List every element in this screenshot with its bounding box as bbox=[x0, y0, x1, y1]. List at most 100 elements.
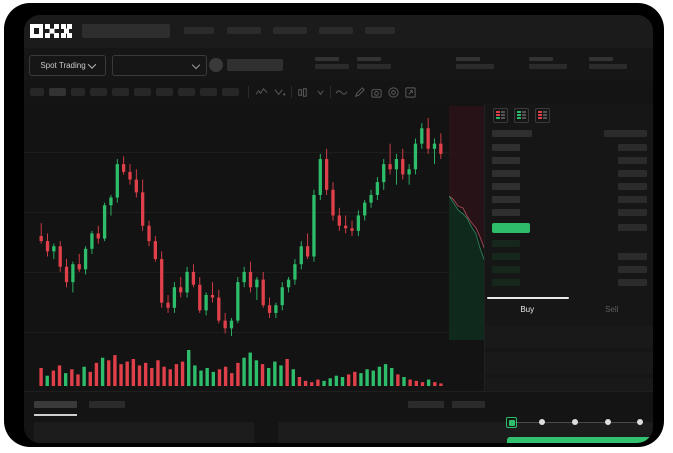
fullscreen-icon[interactable] bbox=[404, 86, 417, 99]
current-price-amount bbox=[618, 224, 647, 231]
nav-item-3[interactable] bbox=[273, 27, 307, 34]
trading-pair-select[interactable] bbox=[112, 55, 207, 76]
stat-block-2 bbox=[357, 57, 391, 69]
timeframe-3[interactable] bbox=[71, 88, 85, 96]
stat-value bbox=[315, 64, 349, 69]
stat-label bbox=[357, 57, 381, 61]
bottom-tab-1[interactable] bbox=[34, 401, 77, 408]
pencil-icon[interactable] bbox=[353, 86, 366, 99]
bottom-action-1[interactable] bbox=[408, 401, 444, 408]
okx-logo[interactable] bbox=[30, 24, 72, 38]
stepper-node-2[interactable] bbox=[539, 418, 545, 425]
chevron-down-icon bbox=[191, 60, 201, 70]
bottom-panel bbox=[24, 391, 653, 443]
camera-icon[interactable] bbox=[370, 86, 383, 99]
nav-item-4[interactable] bbox=[319, 27, 353, 34]
stat-block-5 bbox=[589, 57, 627, 69]
stat-label bbox=[529, 57, 553, 61]
bottom-tab-2[interactable] bbox=[89, 401, 125, 408]
ask-row-price[interactable] bbox=[492, 144, 520, 151]
ask-row-price[interactable] bbox=[492, 209, 520, 216]
chevron-down-icon[interactable] bbox=[314, 86, 327, 99]
stat-block-4 bbox=[529, 57, 567, 69]
bid-row-amount bbox=[618, 279, 647, 286]
timeframe-4[interactable] bbox=[90, 88, 107, 96]
market-subheader: Spot Trading bbox=[24, 48, 653, 81]
ask-row-price[interactable] bbox=[492, 170, 520, 177]
nav-item-2[interactable] bbox=[227, 27, 261, 34]
orderbook-header-amount bbox=[604, 130, 647, 137]
bid-row-price[interactable] bbox=[492, 279, 520, 286]
tab-buy[interactable]: Buy bbox=[485, 297, 570, 321]
nav-item-5[interactable] bbox=[365, 27, 395, 34]
bid-row-price[interactable] bbox=[492, 240, 520, 247]
top-navigation-bar bbox=[24, 15, 653, 48]
bid-row-amount bbox=[618, 266, 647, 273]
current-price-row bbox=[492, 223, 530, 233]
stepper-node-1-active[interactable] bbox=[506, 417, 517, 428]
toolbar-divider bbox=[248, 86, 249, 98]
stepper-node-4[interactable] bbox=[605, 418, 611, 425]
order-form-field-2[interactable] bbox=[485, 352, 653, 374]
ask-row-price[interactable] bbox=[492, 157, 520, 164]
stat-value bbox=[357, 64, 391, 69]
timeframe-6[interactable] bbox=[134, 88, 151, 96]
timeframe-10[interactable] bbox=[222, 88, 239, 96]
pair-avatar bbox=[209, 58, 223, 72]
price-chart-panel[interactable] bbox=[24, 104, 484, 391]
ask-row-amount bbox=[618, 183, 647, 190]
ask-row-price[interactable] bbox=[492, 196, 520, 203]
timeframe-9[interactable] bbox=[200, 88, 217, 96]
bid-row-amount bbox=[618, 253, 647, 260]
stat-label bbox=[589, 57, 613, 61]
order-form-field-3[interactable] bbox=[485, 378, 653, 391]
stepper-node-3[interactable] bbox=[572, 418, 578, 425]
stat-value bbox=[456, 64, 494, 69]
onboarding-stepper bbox=[506, 417, 646, 429]
stat-value bbox=[529, 64, 567, 69]
ask-row-amount bbox=[618, 170, 647, 177]
ask-row-amount bbox=[618, 157, 647, 164]
pair-price-placeholder bbox=[227, 59, 283, 71]
stepper-node-5[interactable] bbox=[637, 418, 643, 425]
stat-block-1 bbox=[315, 57, 349, 69]
bottom-content-panel-1[interactable] bbox=[34, 422, 254, 443]
timeframe-1[interactable] bbox=[30, 88, 44, 96]
order-form-field-1[interactable] bbox=[485, 326, 653, 348]
timeframe-2[interactable] bbox=[49, 88, 66, 96]
tab-sell[interactable]: Sell bbox=[570, 297, 654, 321]
tab-buy-label: Buy bbox=[520, 304, 535, 314]
orderbook-display-modes bbox=[493, 108, 550, 123]
volume-histogram bbox=[39, 350, 443, 386]
orderbook-mode-bids-icon[interactable] bbox=[514, 108, 529, 123]
bottom-action-2[interactable] bbox=[452, 401, 485, 408]
grid-line bbox=[24, 332, 484, 333]
ask-row-price[interactable] bbox=[492, 183, 520, 190]
timeframe-5[interactable] bbox=[112, 88, 129, 96]
compare-icon[interactable] bbox=[274, 86, 287, 99]
nav-search-field[interactable] bbox=[82, 24, 170, 38]
ask-row-amount bbox=[618, 196, 647, 203]
stat-label bbox=[456, 57, 480, 61]
settings-icon[interactable] bbox=[387, 86, 400, 99]
candle-type-icon[interactable] bbox=[296, 86, 309, 99]
line-chart-icon[interactable] bbox=[335, 86, 348, 99]
orderbook-mode-asks-icon[interactable] bbox=[535, 108, 550, 123]
spot-trading-dropdown[interactable]: Spot Trading bbox=[29, 55, 106, 76]
spot-trading-label: Spot Trading bbox=[40, 61, 86, 70]
nav-item-1[interactable] bbox=[184, 27, 214, 34]
candlestick-series bbox=[39, 118, 443, 336]
stat-block-3 bbox=[456, 57, 494, 69]
bid-row-price[interactable] bbox=[492, 266, 520, 273]
orderbook-mode-both-icon[interactable] bbox=[493, 108, 508, 123]
bid-row-price[interactable] bbox=[492, 253, 520, 260]
bottom-active-tab-indicator bbox=[34, 414, 77, 416]
primary-cta-button[interactable] bbox=[507, 437, 653, 443]
order-book-panel: Buy Sell bbox=[484, 104, 653, 391]
indicator-icon[interactable] bbox=[255, 86, 268, 99]
timeframe-7[interactable] bbox=[156, 88, 173, 96]
active-tab-indicator bbox=[487, 297, 569, 299]
chart-toolbar bbox=[24, 81, 653, 105]
timeframe-8[interactable] bbox=[178, 88, 195, 96]
